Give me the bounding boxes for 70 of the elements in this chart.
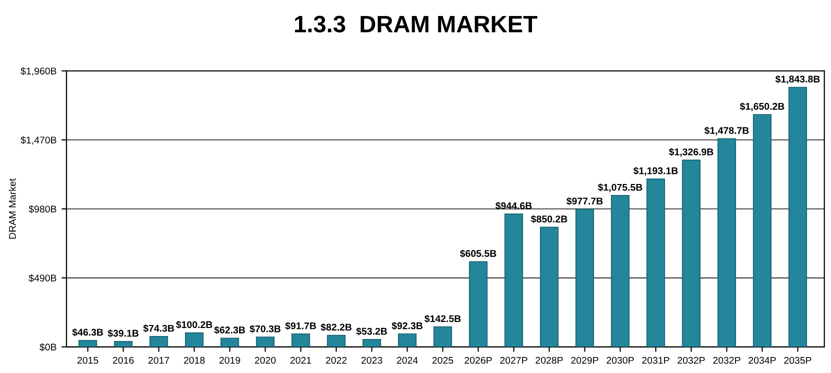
x-tick-label: 2015 <box>77 356 98 364</box>
x-tick-label: 2029P <box>571 356 598 364</box>
bar <box>504 213 524 347</box>
x-tick-label: 2024 <box>396 356 418 364</box>
x-tick-label: 2020 <box>254 356 276 364</box>
bar <box>362 338 382 347</box>
y-tick-label: $0B <box>40 343 56 352</box>
bar <box>646 178 666 347</box>
x-tick-label: 2034P <box>748 356 776 364</box>
data-label: $100.2B <box>176 320 212 329</box>
x-tick-label: 2021 <box>290 356 312 364</box>
bar <box>220 338 240 347</box>
data-label: $46.3B <box>72 328 104 336</box>
x-tick-label: 2017 <box>148 356 170 364</box>
bar <box>78 340 98 347</box>
data-label: $977.7B <box>566 197 603 206</box>
data-label: $1,075.5B <box>598 183 642 192</box>
bar <box>433 326 452 347</box>
data-label: $1,193.1B <box>633 166 678 176</box>
bar <box>149 336 168 347</box>
data-label: $142.5B <box>424 314 461 323</box>
y-tick-label: $1,960B <box>20 67 56 76</box>
data-label: $850.2B <box>530 215 568 224</box>
bar <box>610 195 630 347</box>
bar <box>184 332 204 347</box>
data-label: $91.7B <box>285 322 316 330</box>
x-tick-label: 2016 <box>112 356 134 364</box>
bar <box>291 334 310 347</box>
bar <box>326 334 346 347</box>
x-tick-label: 2019 <box>219 356 240 364</box>
y-axis-title: DRAM Market <box>8 178 16 239</box>
x-tick-label: 2027P <box>500 356 528 364</box>
y-tick-label: $1,470B <box>20 136 56 145</box>
bar <box>717 138 736 347</box>
data-label: $944.6B <box>496 202 532 210</box>
y-tick-label: $490B <box>28 274 56 282</box>
data-label: $1,478.7B <box>704 126 749 136</box>
y-tick-label: $980B <box>28 205 56 214</box>
bar <box>468 261 488 347</box>
bar <box>575 208 594 347</box>
data-label: $74.3B <box>143 324 174 332</box>
bar <box>752 114 772 347</box>
bar <box>256 336 275 347</box>
chart-title: 1.3.3 DRAM MARKET <box>294 16 538 32</box>
x-tick-label: 2032P <box>713 356 740 364</box>
x-tick-label: 2018 <box>184 356 205 364</box>
x-tick-label: 2026P <box>464 356 492 364</box>
bar <box>682 160 701 347</box>
data-label: $53.2B <box>356 327 387 336</box>
x-tick-label: 2030P <box>606 356 634 364</box>
x-tick-label: 2025 <box>432 356 454 364</box>
x-tick-label: 2032P <box>678 356 705 364</box>
bar <box>398 333 417 347</box>
bar <box>788 86 808 347</box>
data-label: $62.3B <box>214 326 246 334</box>
data-label: $605.5B <box>460 250 496 258</box>
data-label: $82.2B <box>320 323 352 332</box>
data-label: $92.3B <box>392 322 422 330</box>
x-tick-label: 2022 <box>326 356 347 364</box>
x-tick-label: 2023 <box>361 356 382 364</box>
data-label: $1,843.8B <box>775 75 820 84</box>
bar <box>114 340 133 347</box>
data-label: $39.1B <box>108 329 139 338</box>
bar <box>540 226 559 347</box>
x-tick-label: 2028P <box>536 356 563 364</box>
x-tick-label: 2035P <box>784 356 812 364</box>
x-tick-label: 2031P <box>642 356 670 364</box>
data-label: $70.3B <box>250 324 280 333</box>
data-label: $1,650.2B <box>740 102 784 112</box>
data-label: $1,326.9B <box>668 148 714 157</box>
